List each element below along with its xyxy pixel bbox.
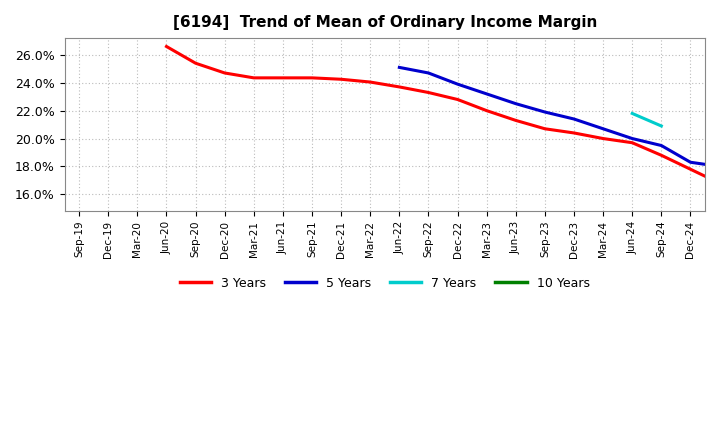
Legend: 3 Years, 5 Years, 7 Years, 10 Years: 3 Years, 5 Years, 7 Years, 10 Years (175, 272, 595, 295)
Title: [6194]  Trend of Mean of Ordinary Income Margin: [6194] Trend of Mean of Ordinary Income … (173, 15, 597, 30)
